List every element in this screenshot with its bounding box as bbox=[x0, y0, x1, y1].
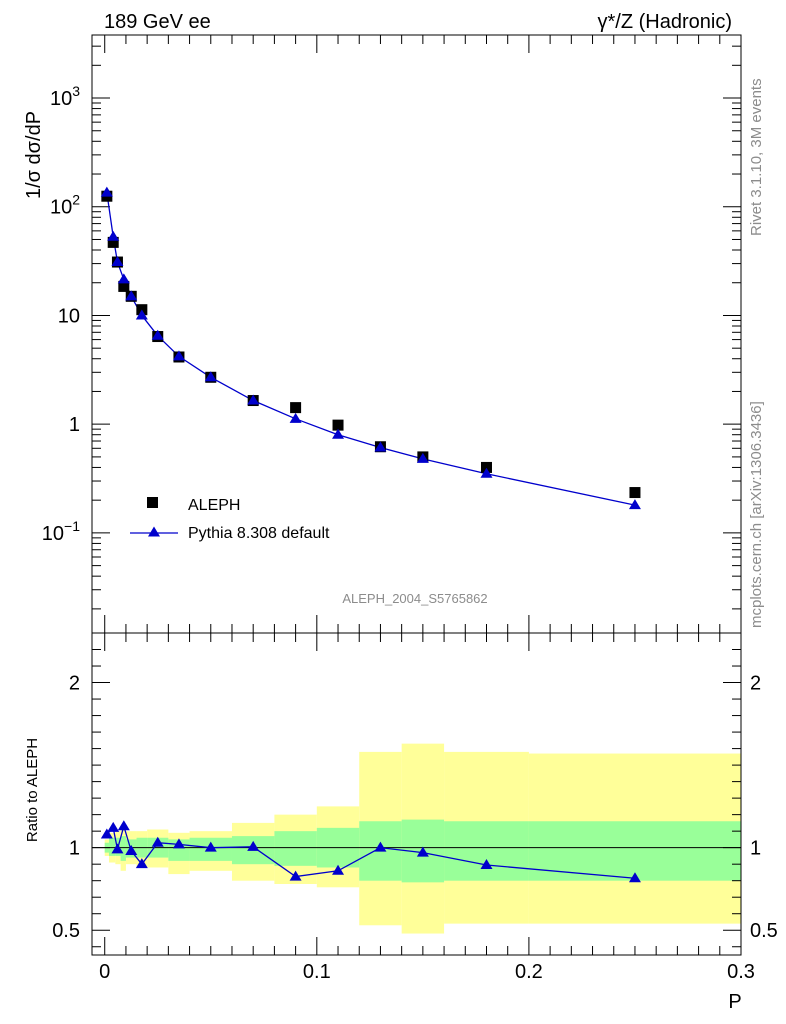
legend-label-aleph: ALEPH bbox=[188, 497, 240, 514]
ratio-point bbox=[135, 858, 148, 869]
ratio-band-inner bbox=[274, 831, 317, 866]
ratio-point bbox=[628, 872, 641, 883]
ratio-point bbox=[480, 859, 493, 870]
x-tick-label: 0.1 bbox=[303, 961, 331, 983]
ratio-band-inner bbox=[120, 836, 126, 861]
rivet-version-label: Rivet 3.1.10, 3M events bbox=[748, 78, 765, 236]
ratio-plot-frame bbox=[91, 632, 742, 956]
ratio-y-tick-label-left: 0.5 bbox=[52, 920, 80, 942]
pythia-point bbox=[628, 499, 641, 510]
analysis-id-label: ALEPH_2004_S5765862 bbox=[342, 591, 487, 606]
main-y-tick-label: 102 bbox=[50, 192, 80, 219]
chart-title-right: γ*/Z (Hadronic) bbox=[598, 11, 732, 33]
pythia-point bbox=[204, 371, 217, 382]
aleph-data-point bbox=[107, 236, 119, 248]
ratio-band-inner bbox=[528, 821, 741, 881]
ratio-point bbox=[204, 841, 217, 852]
legend: ALEPH Pythia 8.308 default bbox=[130, 497, 330, 542]
aleph-data-point bbox=[118, 280, 130, 292]
main-plot-frame bbox=[91, 34, 742, 634]
pythia-point bbox=[107, 230, 120, 241]
main-y-axis-label: 1/σ dσ/dP bbox=[23, 111, 45, 199]
ratio-band-inner bbox=[444, 821, 529, 881]
main-plot-panel: 10−1 1 10 102 103 bbox=[42, 34, 742, 634]
pythia-point bbox=[111, 256, 124, 267]
ratio-line bbox=[106, 823, 636, 879]
ratio-point bbox=[374, 841, 387, 852]
ratio-point bbox=[416, 846, 429, 857]
ratio-y-axis-label: Ratio to ALEPH bbox=[24, 738, 41, 842]
ratio-plot-panel: 0 0.1 0.2 0.3 0.5 0.5 1 1 2 2 bbox=[52, 632, 778, 983]
ratio-y-tick-label-left: 1 bbox=[69, 838, 80, 860]
aleph-data-point bbox=[629, 487, 641, 499]
main-y-tick-label: 10−1 bbox=[42, 518, 80, 545]
ratio-y-tick-label-right: 0.5 bbox=[750, 920, 778, 942]
aleph-data-point bbox=[480, 461, 492, 473]
aleph-data-point bbox=[332, 419, 344, 431]
ratio-point bbox=[332, 864, 345, 875]
pythia-point bbox=[172, 350, 185, 361]
pythia-line bbox=[106, 192, 636, 506]
pythia-point bbox=[416, 452, 429, 463]
pythia-point bbox=[125, 290, 138, 301]
pythia-point bbox=[100, 186, 113, 197]
pythia-point bbox=[151, 329, 164, 340]
x-tick-label: 0 bbox=[99, 961, 110, 983]
chart-title-left: 189 GeV ee bbox=[104, 11, 211, 33]
x-axis-label: P bbox=[728, 991, 741, 1013]
pythia-point bbox=[117, 273, 130, 284]
pythia-point bbox=[480, 467, 493, 478]
pythia-point bbox=[374, 441, 387, 452]
legend-marker-pythia bbox=[148, 526, 160, 537]
pythia-point bbox=[247, 394, 260, 405]
ratio-point bbox=[151, 836, 164, 847]
pythia-point bbox=[332, 428, 345, 439]
ratio-point bbox=[107, 821, 120, 832]
pythia-point bbox=[135, 309, 148, 320]
aleph-data-point bbox=[290, 402, 302, 414]
x-tick-label: 0.3 bbox=[727, 961, 755, 983]
ratio-point bbox=[125, 844, 138, 855]
ratio-point bbox=[117, 820, 130, 831]
ratio-point bbox=[100, 828, 113, 839]
pythia-point bbox=[289, 412, 302, 423]
main-y-tick-label: 10 bbox=[58, 305, 80, 327]
main-y-tick-label: 103 bbox=[50, 83, 80, 110]
x-tick-label: 0.2 bbox=[515, 961, 543, 983]
ratio-point bbox=[111, 843, 124, 854]
ratio-y-tick-label-right: 2 bbox=[750, 673, 761, 695]
legend-label-pythia: Pythia 8.308 default bbox=[188, 525, 330, 542]
ratio-band-inner bbox=[108, 837, 116, 856]
legend-marker-aleph bbox=[147, 497, 158, 508]
ratio-point bbox=[172, 838, 185, 849]
main-y-tick-label: 1 bbox=[69, 414, 80, 436]
mcplots-reference-label: mcplots.cern.ch [arXiv:1306.3436] bbox=[748, 401, 765, 628]
ratio-y-tick-label-right: 1 bbox=[750, 838, 761, 860]
ratio-point bbox=[289, 870, 302, 881]
ratio-y-tick-label-left: 2 bbox=[69, 673, 80, 695]
ratio-point bbox=[247, 840, 260, 851]
